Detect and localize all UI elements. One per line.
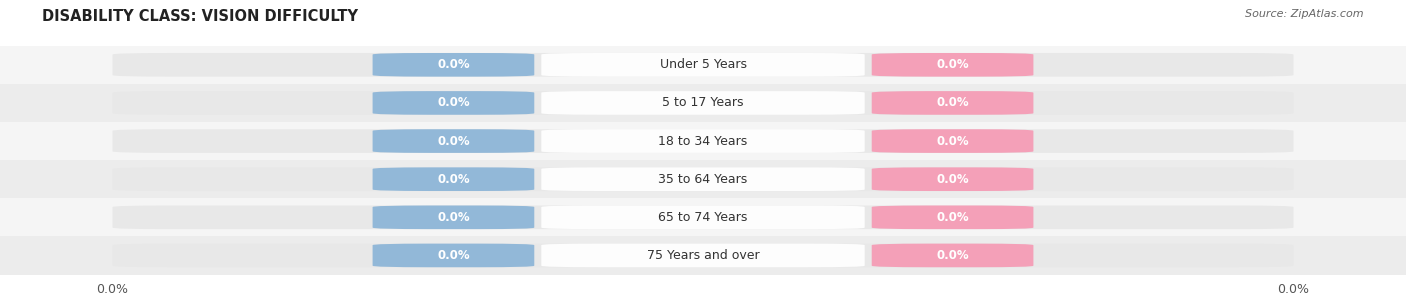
- Text: 75 Years and over: 75 Years and over: [647, 249, 759, 262]
- FancyBboxPatch shape: [872, 167, 1033, 191]
- FancyBboxPatch shape: [112, 206, 1294, 229]
- FancyBboxPatch shape: [541, 167, 865, 191]
- FancyBboxPatch shape: [872, 244, 1033, 267]
- Text: 0.0%: 0.0%: [437, 173, 470, 186]
- FancyBboxPatch shape: [373, 129, 534, 153]
- FancyBboxPatch shape: [0, 84, 1406, 122]
- FancyBboxPatch shape: [0, 236, 1406, 274]
- Text: 0.0%: 0.0%: [936, 135, 969, 148]
- FancyBboxPatch shape: [872, 53, 1033, 77]
- Text: 35 to 64 Years: 35 to 64 Years: [658, 173, 748, 186]
- Text: 0.0%: 0.0%: [437, 58, 470, 71]
- FancyBboxPatch shape: [541, 91, 865, 115]
- FancyBboxPatch shape: [0, 46, 1406, 84]
- Text: 65 to 74 Years: 65 to 74 Years: [658, 211, 748, 224]
- Text: 0.0%: 0.0%: [97, 283, 128, 296]
- Text: 5 to 17 Years: 5 to 17 Years: [662, 96, 744, 109]
- Text: 0.0%: 0.0%: [936, 96, 969, 109]
- Text: 0.0%: 0.0%: [936, 249, 969, 262]
- Text: 18 to 34 Years: 18 to 34 Years: [658, 135, 748, 148]
- FancyBboxPatch shape: [872, 91, 1033, 115]
- FancyBboxPatch shape: [541, 206, 865, 229]
- Text: 0.0%: 0.0%: [437, 211, 470, 224]
- FancyBboxPatch shape: [112, 244, 1294, 267]
- FancyBboxPatch shape: [373, 53, 534, 77]
- FancyBboxPatch shape: [373, 244, 534, 267]
- FancyBboxPatch shape: [373, 91, 534, 115]
- FancyBboxPatch shape: [373, 206, 534, 229]
- Text: 0.0%: 0.0%: [1278, 283, 1309, 296]
- Text: 0.0%: 0.0%: [437, 96, 470, 109]
- FancyBboxPatch shape: [112, 91, 1294, 115]
- FancyBboxPatch shape: [541, 53, 865, 77]
- Text: 0.0%: 0.0%: [437, 135, 470, 148]
- Text: Source: ZipAtlas.com: Source: ZipAtlas.com: [1246, 9, 1364, 19]
- FancyBboxPatch shape: [872, 206, 1033, 229]
- FancyBboxPatch shape: [541, 244, 865, 267]
- Text: 0.0%: 0.0%: [936, 173, 969, 186]
- FancyBboxPatch shape: [112, 129, 1294, 153]
- Text: 0.0%: 0.0%: [936, 211, 969, 224]
- FancyBboxPatch shape: [872, 129, 1033, 153]
- FancyBboxPatch shape: [541, 129, 865, 153]
- FancyBboxPatch shape: [112, 167, 1294, 191]
- Text: DISABILITY CLASS: VISION DIFFICULTY: DISABILITY CLASS: VISION DIFFICULTY: [42, 9, 359, 24]
- FancyBboxPatch shape: [0, 198, 1406, 236]
- FancyBboxPatch shape: [112, 53, 1294, 77]
- FancyBboxPatch shape: [373, 167, 534, 191]
- Text: 0.0%: 0.0%: [936, 58, 969, 71]
- FancyBboxPatch shape: [0, 122, 1406, 160]
- Text: 0.0%: 0.0%: [437, 249, 470, 262]
- Text: Under 5 Years: Under 5 Years: [659, 58, 747, 71]
- FancyBboxPatch shape: [0, 160, 1406, 198]
